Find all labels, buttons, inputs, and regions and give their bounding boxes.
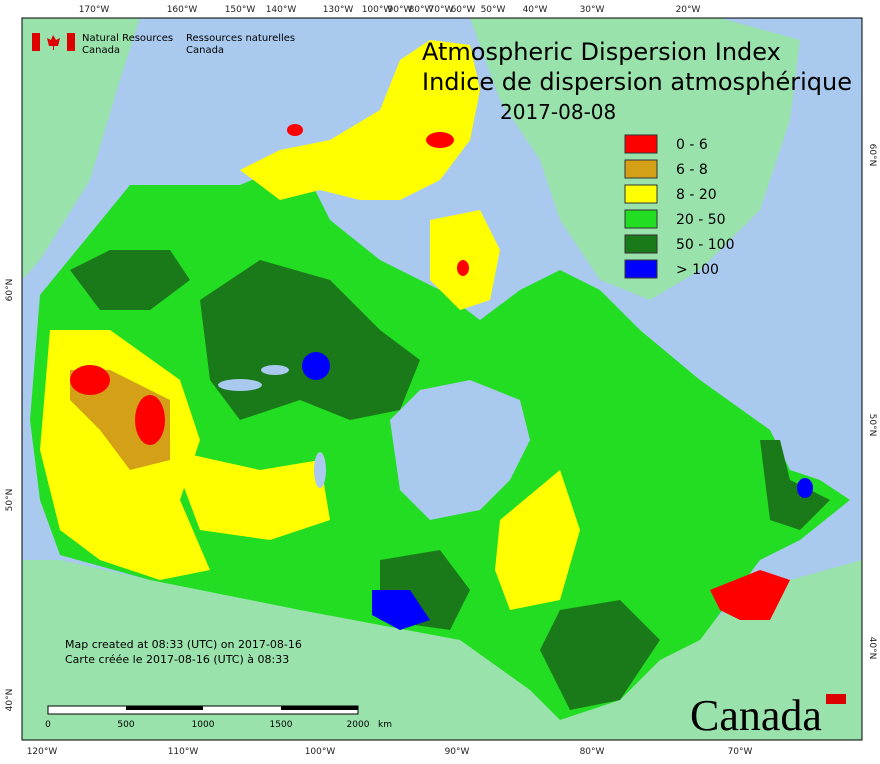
- date: 2017-08-08: [500, 100, 616, 124]
- zone: [426, 132, 454, 148]
- usa: [22, 560, 862, 740]
- lon-label: 140°W: [266, 5, 297, 15]
- zone: [797, 478, 813, 498]
- zone: [760, 440, 830, 530]
- org-fr: Canada: [186, 45, 224, 56]
- zone: [710, 570, 790, 620]
- flag-band: [32, 33, 40, 51]
- scale-unit: km: [378, 720, 392, 730]
- legend-swatch: [624, 234, 658, 254]
- frame: [21, 17, 863, 741]
- lon-label: 100°W: [362, 5, 393, 15]
- alaska: [22, 18, 140, 280]
- lon-label: 30°W: [580, 5, 605, 15]
- lon-label: 60°W: [451, 5, 476, 15]
- lat-label: 60°N: [867, 144, 877, 167]
- lon-label: 120°W: [27, 747, 58, 757]
- org-en: Natural Resources: [82, 33, 173, 44]
- legend-label: 20 - 50: [676, 212, 726, 228]
- zone: [70, 365, 110, 395]
- lon-label: 170°W: [79, 5, 110, 15]
- lake: [261, 365, 289, 375]
- lake: [314, 452, 326, 488]
- lon-label: 80°W: [409, 5, 434, 15]
- baffin-island: [430, 210, 500, 310]
- legend-label: 0 - 6: [676, 137, 708, 153]
- zone: [372, 590, 430, 630]
- title: Indice de dispersion atmosphérique: [422, 68, 852, 96]
- lon-label: 110°W: [168, 747, 199, 757]
- flag-leaf: [47, 35, 60, 50]
- scale-bar-segment: [126, 706, 203, 710]
- lon-label: 80°W: [580, 747, 605, 757]
- lat-label: 50°N: [5, 489, 15, 512]
- scale-bar-segment: [281, 706, 358, 710]
- footnote: Carte créée le 2017-08-16 (UTC) à 08:33: [65, 653, 289, 666]
- lat-label: 60°N: [5, 279, 15, 302]
- scale-label: 0: [45, 720, 51, 730]
- org-en: Canada: [82, 45, 120, 56]
- legend-swatch: [624, 134, 658, 154]
- lat-label: 40°N: [867, 637, 877, 660]
- lon-label: 150°W: [225, 5, 256, 15]
- lon-label: 70°W: [429, 5, 454, 15]
- legend-label: 8 - 20: [676, 187, 717, 203]
- zone: [457, 260, 469, 276]
- arctic-islands: [240, 40, 480, 200]
- zone: [70, 250, 190, 310]
- lon-label: 40°W: [523, 5, 548, 15]
- zone: [540, 600, 660, 710]
- lat-label: 50°N: [867, 414, 877, 437]
- lon-label: 70°W: [728, 747, 753, 757]
- lon-label: 50°W: [481, 5, 506, 15]
- legend-swatch: [624, 184, 658, 204]
- wordmark-flag: [826, 694, 846, 704]
- lon-label: 160°W: [167, 5, 198, 15]
- zone: [287, 124, 303, 136]
- scale-label: 1000: [192, 720, 215, 730]
- legend-swatch: [624, 159, 658, 179]
- footnote: Map created at 08:33 (UTC) on 2017-08-16: [65, 638, 302, 651]
- title: Atmospheric Dispersion Index: [422, 38, 781, 66]
- zone: [70, 370, 170, 470]
- legend-label: > 100: [676, 262, 719, 278]
- flag-band: [67, 33, 75, 51]
- wordmark: Canada: [690, 691, 822, 740]
- legend-swatch: [624, 259, 658, 279]
- hudson-bay: [390, 380, 530, 520]
- lon-label: 100°W: [305, 747, 336, 757]
- lon-label: 90°W: [388, 5, 413, 15]
- legend-swatch: [624, 209, 658, 229]
- legend-label: 50 - 100: [676, 237, 735, 253]
- scale-label: 500: [117, 720, 134, 730]
- zone: [495, 470, 580, 610]
- lat-label: 40°N: [5, 689, 15, 712]
- zone: [170, 450, 330, 540]
- lon-label: 20°W: [676, 5, 701, 15]
- lon-label: 130°W: [323, 5, 354, 15]
- legend-label: 6 - 8: [676, 162, 708, 178]
- zone: [302, 352, 330, 380]
- org-fr: Ressources naturelles: [186, 33, 295, 44]
- zone: [135, 395, 165, 445]
- scale-label: 1500: [270, 720, 293, 730]
- lake: [218, 379, 262, 391]
- scale-label: 2000: [347, 720, 370, 730]
- zone: [200, 260, 420, 420]
- greenland: [470, 18, 800, 300]
- lon-label: 90°W: [445, 747, 470, 757]
